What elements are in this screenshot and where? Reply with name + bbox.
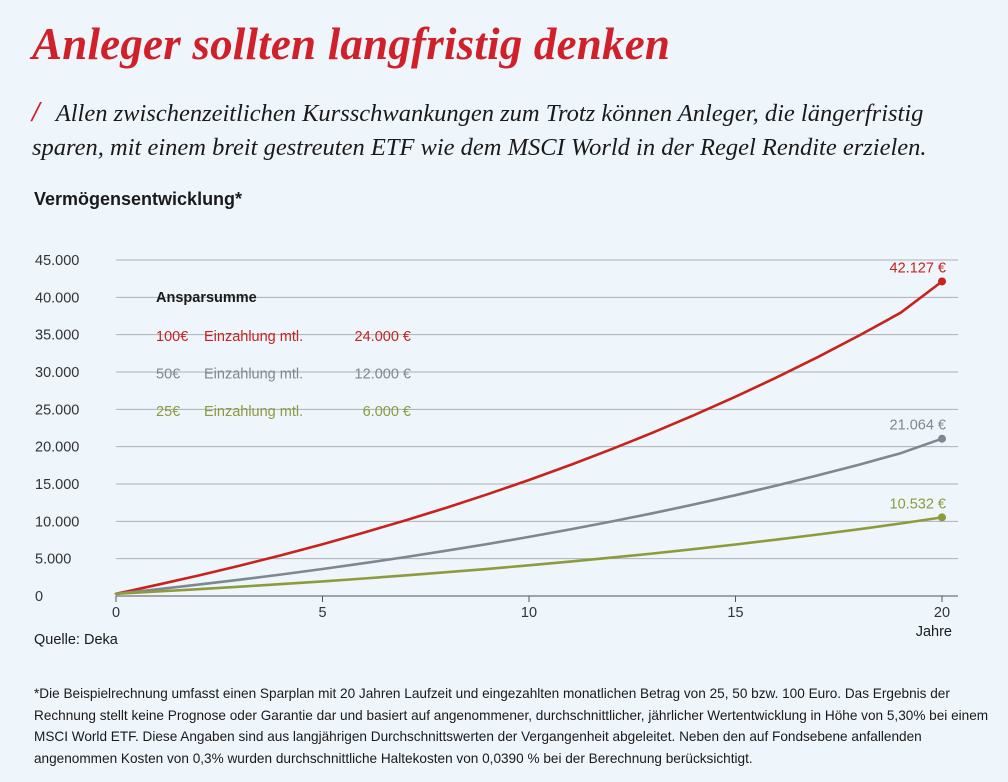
y-tick-label: 45.000 xyxy=(35,253,79,269)
x-axis-label: Jahre xyxy=(916,624,952,640)
y-tick-label: 40.000 xyxy=(35,290,79,306)
x-tick-label: 5 xyxy=(318,605,326,621)
legend-amount: 50€ xyxy=(156,367,180,383)
legend-title: Ansparsumme xyxy=(156,290,257,306)
subtitle: / Allen zwischenzeitlichen Kursschwankung… xyxy=(32,96,982,165)
y-tick-label: 5.000 xyxy=(35,552,71,568)
footnote: *Die Beispielrechnung umfasst einen Spar… xyxy=(34,686,989,766)
chart-heading: Vermögensentwicklung* xyxy=(34,189,243,209)
y-tick-label: 30.000 xyxy=(35,365,79,381)
series-end-marker xyxy=(938,513,946,522)
y-tick-label: 0 xyxy=(35,589,43,605)
y-tick-label: 25.000 xyxy=(35,402,79,418)
series-line xyxy=(114,516,944,596)
series-end-label: 42.127 € xyxy=(890,260,946,276)
legend-label: Einzahlung mtl. xyxy=(204,367,303,383)
x-tick-label: 20 xyxy=(934,605,950,621)
y-tick-label: 20.000 xyxy=(35,440,79,456)
series-line xyxy=(114,437,944,596)
series-end-marker xyxy=(938,434,946,443)
subtitle-text: Allen zwischenzeitlichen Kursschwankunge… xyxy=(32,100,927,161)
x-tick-label: 15 xyxy=(727,605,743,621)
x-tick-label: 10 xyxy=(521,605,537,621)
x-tick-label: 0 xyxy=(112,605,120,621)
legend-total: 12.000 € xyxy=(355,367,411,383)
legend-label: Einzahlung mtl. xyxy=(204,404,303,420)
series-end-label: 10.532 € xyxy=(890,496,946,512)
legend-total: 24.000 € xyxy=(355,329,411,345)
series-end-marker xyxy=(938,277,946,286)
legend-label: Einzahlung mtl. xyxy=(204,329,303,345)
y-tick-label: 15.000 xyxy=(35,477,79,493)
series-line xyxy=(114,280,944,596)
legend-amount: 100€ xyxy=(156,329,188,345)
series-end-label: 21.064 € xyxy=(890,418,946,434)
page-title: Anleger sollten langfristig denken xyxy=(32,19,671,69)
y-tick-label: 35.000 xyxy=(35,328,79,344)
legend-amount: 25€ xyxy=(156,404,180,420)
y-tick-label: 10.000 xyxy=(35,514,79,530)
legend-total: 6.000 € xyxy=(363,404,411,420)
slash-marker: / xyxy=(32,97,40,128)
source-note: Quelle: Deka xyxy=(34,632,118,648)
